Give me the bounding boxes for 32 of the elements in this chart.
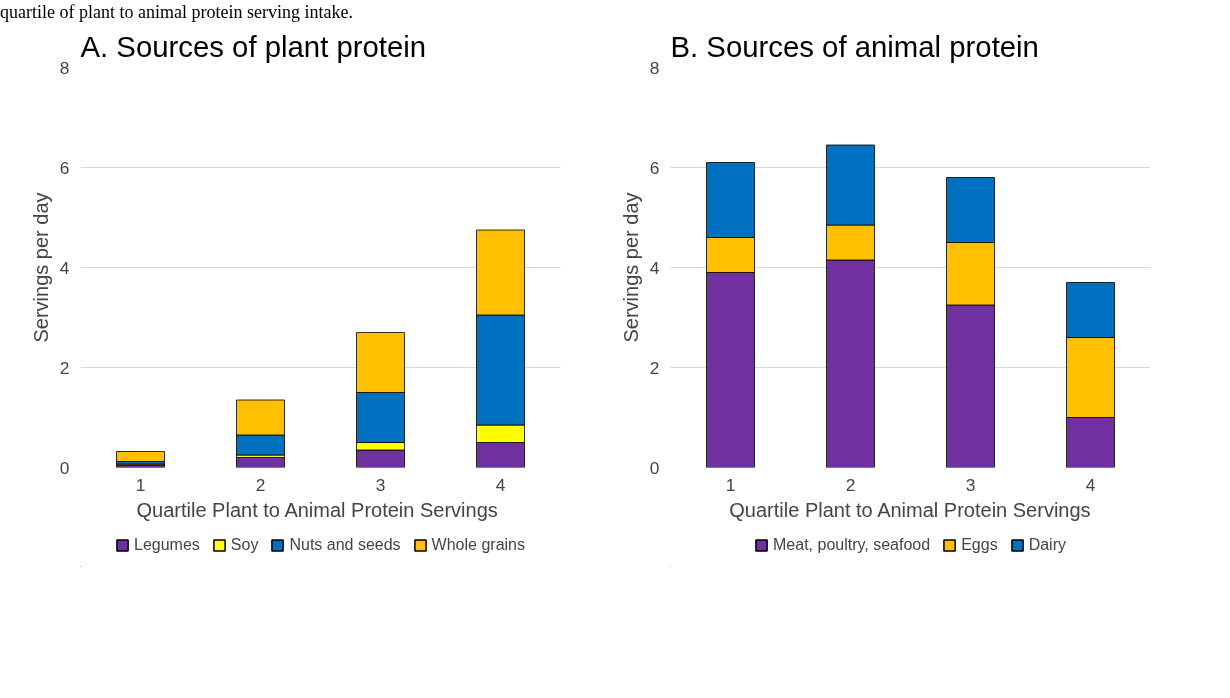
y-tick-label: 2 [59, 357, 70, 378]
legend-label: Dairy [1028, 536, 1066, 554]
y-tick-label: 4 [59, 257, 70, 278]
text: quartile of plant to animal protein serving intake. [0, 1, 353, 24]
chart-title: A. Sources of plant protein [80, 29, 427, 63]
legend-label: Soy [230, 536, 259, 554]
x-tick-label: 3 [965, 474, 976, 495]
y-tick-label: 6 [59, 157, 70, 178]
x-tick-label: 4 [495, 474, 506, 495]
y-tick-label: 0 [649, 457, 660, 478]
y-tick-label: 0 [59, 457, 70, 478]
x-tick-label: 4 [1085, 474, 1096, 495]
y-axis-title: Servings per day [29, 192, 52, 343]
legend-label: Nuts and seeds [289, 536, 401, 554]
y-tick-label: 8 [59, 57, 70, 78]
legend-label: Meat, poultry, seafood [773, 536, 931, 554]
y-tick-label: 8 [649, 57, 660, 78]
x-tick-label: 1 [725, 474, 736, 495]
x-axis-title: Quartile Plant to Animal Protein Servings [136, 498, 498, 521]
legend-label: Legumes [134, 536, 200, 554]
y-tick-label: 6 [649, 157, 660, 178]
x-tick-label: 2 [255, 474, 266, 495]
x-tick-label: 1 [135, 474, 146, 495]
y-axis-title: Servings per day [619, 192, 642, 343]
y-tick-label: 2 [649, 357, 660, 378]
y-tick-label: 4 [649, 257, 660, 278]
x-tick-label: 3 [375, 474, 386, 495]
legend-label: Eggs [961, 536, 998, 554]
x-tick-label: 2 [845, 474, 856, 495]
chart-title: B. Sources of animal protein [670, 29, 1039, 63]
x-axis-title: Quartile Plant to Animal Protein Servings [729, 498, 1091, 521]
legend-label: Whole grains [431, 536, 525, 554]
